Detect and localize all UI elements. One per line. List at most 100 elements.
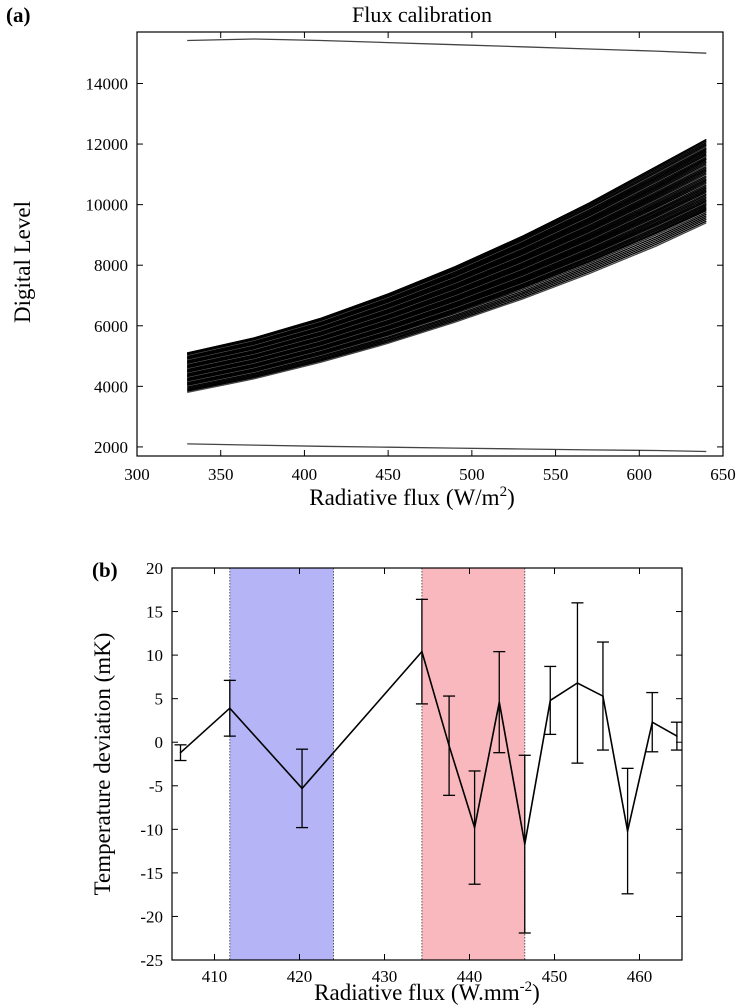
shaded-band xyxy=(229,568,334,960)
series-line xyxy=(187,179,707,372)
panel-a-plot-area xyxy=(187,38,707,453)
x-tick-label: 450 xyxy=(375,465,401,484)
bundle-fill-curve xyxy=(187,213,707,388)
data-point xyxy=(626,830,629,832)
panel-a-axes: 300 350 400 450 500 550 600 650 2000 4000 6000 8000… xyxy=(86,32,736,484)
shaded-band xyxy=(421,568,525,960)
y-tick-label: 10 xyxy=(146,646,163,665)
x-tick-label: 430 xyxy=(372,967,398,986)
data-point xyxy=(301,787,303,790)
bundle-fill-curve xyxy=(187,193,707,378)
panel-a-label: (a) xyxy=(6,3,31,27)
bundle-fill-curve xyxy=(187,196,707,379)
bundle-fill-curve xyxy=(187,170,707,368)
bundle-striation xyxy=(187,165,707,365)
bundle-fill-curve xyxy=(187,185,707,375)
bundle-fill-curve xyxy=(187,176,707,371)
y-tick-label: 20 xyxy=(146,559,163,578)
bundle-fill-curve xyxy=(187,182,707,374)
bundle-fill-curve xyxy=(187,220,707,392)
series-line xyxy=(187,38,707,54)
y-tick-label: 15 xyxy=(146,603,163,622)
series-line xyxy=(187,201,707,381)
bundle-fill-curve xyxy=(187,202,707,382)
y-tick-label: 0 xyxy=(155,733,164,752)
x-tick-label: 550 xyxy=(543,465,569,484)
panel-b-axes: 410 420 430 440 450 460 -25 -20 -15 -10 -5 0 5 10 15 20 xyxy=(140,559,682,986)
bundle-fill-curve xyxy=(187,217,707,390)
data-point xyxy=(576,682,579,684)
bundle-striation xyxy=(187,174,707,369)
bundle-fill-curve xyxy=(187,199,707,381)
panel-a-x-axis-label: Radiative flux (W/m2) xyxy=(309,484,515,510)
x-tick-label: 300 xyxy=(124,465,150,484)
data-point xyxy=(421,650,423,653)
y-tick-label: 5 xyxy=(155,690,164,709)
panel-b-chart: (b) 410 420 430 440 450 460 -25 -20 -15 -10 -5 0 5 10… xyxy=(90,558,683,1005)
bundle-striation xyxy=(187,211,707,387)
bundle-fill-curve xyxy=(187,206,707,384)
bundle-striation xyxy=(187,193,707,378)
data-point xyxy=(602,695,604,697)
bundle-fill-curve xyxy=(187,211,707,387)
panel-b-frame xyxy=(171,567,683,961)
bundle-fill-curve xyxy=(187,218,707,391)
bundle-fill-curve xyxy=(187,204,707,383)
x-tick-label: 450 xyxy=(542,967,568,986)
x-tick-label: 420 xyxy=(287,967,313,986)
x-tick-label: 600 xyxy=(627,465,653,484)
bundle-fill-curve xyxy=(187,166,707,367)
bundle-fill-curve xyxy=(187,208,707,385)
series-line xyxy=(187,443,707,453)
y-tick-label: 4000 xyxy=(94,377,128,396)
x-tick-label: 650 xyxy=(710,465,736,484)
panel-b-label: (b) xyxy=(92,558,118,582)
x-tick-label: 440 xyxy=(457,967,483,986)
data-point xyxy=(498,701,501,703)
panel-b-x-axis-label: Radiative flux (W.mm-2) xyxy=(314,979,540,1005)
data-point xyxy=(229,707,231,710)
bundle-fill-curve xyxy=(187,163,707,365)
series-line xyxy=(187,138,707,354)
y-tick-label: -25 xyxy=(140,951,163,970)
y-tick-label: 10000 xyxy=(86,196,129,215)
data-point xyxy=(549,699,552,702)
data-point xyxy=(676,735,678,737)
bundle-fill-curve xyxy=(187,188,707,376)
x-tick-label: 400 xyxy=(292,465,318,484)
bundle-fill-curve xyxy=(187,167,707,367)
bundle-striation xyxy=(187,202,707,382)
series-line xyxy=(187,158,707,363)
panel-a-frame xyxy=(136,31,724,457)
data-point xyxy=(523,843,526,845)
bundle-fill-curve xyxy=(187,215,707,389)
bundle-fill-curve xyxy=(187,178,707,372)
x-tick-label: 500 xyxy=(459,465,485,484)
series-line xyxy=(187,190,707,377)
y-tick-label: -15 xyxy=(140,864,163,883)
x-tick-label: 410 xyxy=(202,967,228,986)
y-tick-label: 14000 xyxy=(86,74,129,93)
bundle-fill-curve xyxy=(187,175,707,370)
panel-a-chart: (a) Flux calibration 300 350 400 450 500 550 6… xyxy=(6,2,736,510)
y-tick-label: -10 xyxy=(140,820,163,839)
x-tick-label: 460 xyxy=(627,967,653,986)
bundle-fill-curve xyxy=(187,151,707,360)
bundle-fill-curve xyxy=(187,143,707,356)
deviation-line xyxy=(179,649,678,845)
bundle-fill-curve xyxy=(187,172,707,369)
bundle-fill-curve xyxy=(187,187,707,376)
bundle-fill-curve xyxy=(187,157,707,363)
panel-b-plot-area xyxy=(174,568,682,960)
y-tick-label: 6000 xyxy=(94,317,128,336)
y-tick-label: -5 xyxy=(149,777,163,796)
data-point xyxy=(179,751,182,754)
data-point xyxy=(651,721,654,723)
y-tick-label: 12000 xyxy=(86,135,129,154)
panel-a-title: Flux calibration xyxy=(352,2,492,27)
series-line xyxy=(187,222,707,394)
bundle-fill-curve xyxy=(187,160,707,364)
x-tick-label: 350 xyxy=(208,465,234,484)
y-tick-label: -20 xyxy=(140,907,163,926)
